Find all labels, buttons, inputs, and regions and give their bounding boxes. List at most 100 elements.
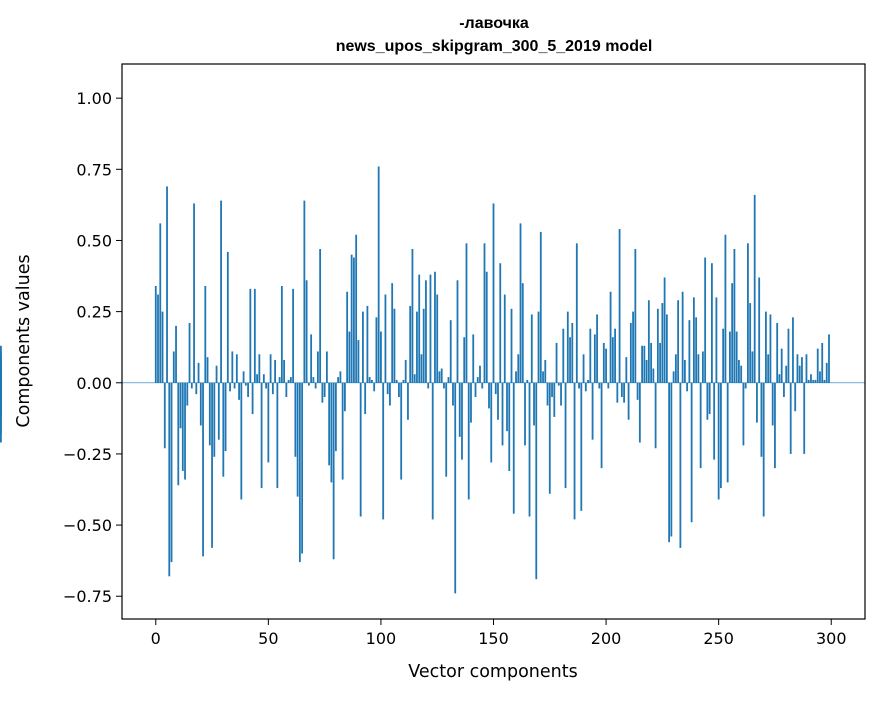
bar — [303, 200, 306, 383]
x-tick-label: 100 — [366, 629, 397, 648]
bar — [447, 377, 450, 383]
bar — [769, 314, 772, 383]
bar — [458, 382, 461, 437]
bar — [310, 334, 313, 383]
bar — [195, 382, 198, 395]
x-axis-label: Vector components — [408, 662, 577, 682]
bar — [461, 382, 463, 460]
y-tick-label: 0.00 — [76, 374, 112, 393]
bar — [681, 291, 684, 383]
bar — [0, 377, 2, 383]
bar — [364, 382, 367, 415]
bar — [578, 382, 580, 389]
bar — [465, 243, 468, 383]
bar — [611, 337, 614, 383]
bar — [240, 382, 243, 500]
bar — [821, 342, 824, 383]
bar — [184, 382, 186, 480]
bar — [555, 342, 558, 383]
bar — [609, 291, 612, 383]
bar — [289, 377, 292, 383]
bar — [810, 374, 812, 383]
bar — [602, 342, 605, 383]
bar — [479, 365, 481, 383]
bar — [647, 300, 650, 383]
bar — [301, 382, 304, 554]
bar — [492, 203, 495, 383]
bar — [690, 382, 693, 523]
bar — [528, 382, 531, 517]
bar — [413, 374, 416, 383]
bar — [638, 382, 641, 443]
bar — [490, 382, 493, 463]
bar — [253, 288, 256, 383]
bar — [544, 360, 547, 383]
bar — [393, 308, 396, 383]
bar — [314, 382, 317, 389]
bar — [652, 368, 655, 383]
bar — [202, 382, 204, 557]
bar — [749, 303, 752, 383]
bar — [386, 382, 389, 395]
bar — [620, 382, 623, 397]
bar — [449, 320, 452, 383]
bar — [665, 314, 668, 383]
bar — [346, 291, 349, 383]
bar — [344, 382, 346, 412]
bar — [546, 382, 549, 406]
x-tick-label: 250 — [703, 629, 734, 648]
bar — [307, 382, 310, 386]
bar — [569, 337, 571, 383]
bar — [398, 382, 400, 397]
bar — [425, 280, 427, 383]
y-tick-label: −0.50 — [63, 516, 112, 535]
bar — [726, 382, 729, 483]
bar — [258, 354, 261, 383]
bar — [166, 186, 168, 383]
bar — [618, 229, 621, 383]
bar — [323, 382, 326, 397]
bar — [787, 328, 790, 383]
bar — [623, 382, 625, 403]
bar — [177, 382, 180, 486]
bar — [735, 331, 738, 383]
bar — [814, 379, 817, 383]
bar — [341, 382, 344, 480]
bar — [355, 234, 358, 383]
bar — [389, 382, 391, 406]
bar — [816, 348, 819, 383]
bar — [434, 271, 436, 383]
bar — [285, 382, 288, 397]
bar — [587, 379, 589, 383]
bar — [526, 379, 529, 383]
bar — [571, 323, 574, 383]
bar — [503, 294, 506, 383]
bar — [287, 379, 290, 383]
bar — [756, 382, 758, 423]
bar — [157, 294, 159, 383]
bar — [204, 286, 207, 383]
bar — [224, 382, 227, 452]
bar — [400, 382, 403, 480]
y-tick-label: 0.25 — [76, 303, 112, 322]
bar — [688, 320, 691, 383]
bar — [172, 351, 175, 383]
bar — [391, 283, 394, 383]
bar — [598, 382, 601, 389]
bar — [515, 371, 517, 383]
bar — [512, 382, 515, 514]
bar — [521, 283, 524, 383]
bar — [670, 382, 673, 537]
bar — [470, 382, 472, 423]
bar — [542, 371, 544, 383]
y-ticks: −0.75 −0.50 −0.25 0.00 0.25 0.50 0.75 1.00 — [63, 89, 122, 606]
bar — [724, 234, 727, 383]
bar — [674, 354, 677, 383]
x-tick-label: 0 — [151, 629, 161, 648]
bar — [575, 243, 578, 383]
bar — [801, 357, 803, 383]
bar — [215, 365, 218, 383]
bar — [330, 382, 333, 483]
bar — [337, 377, 340, 383]
bar — [634, 249, 637, 383]
